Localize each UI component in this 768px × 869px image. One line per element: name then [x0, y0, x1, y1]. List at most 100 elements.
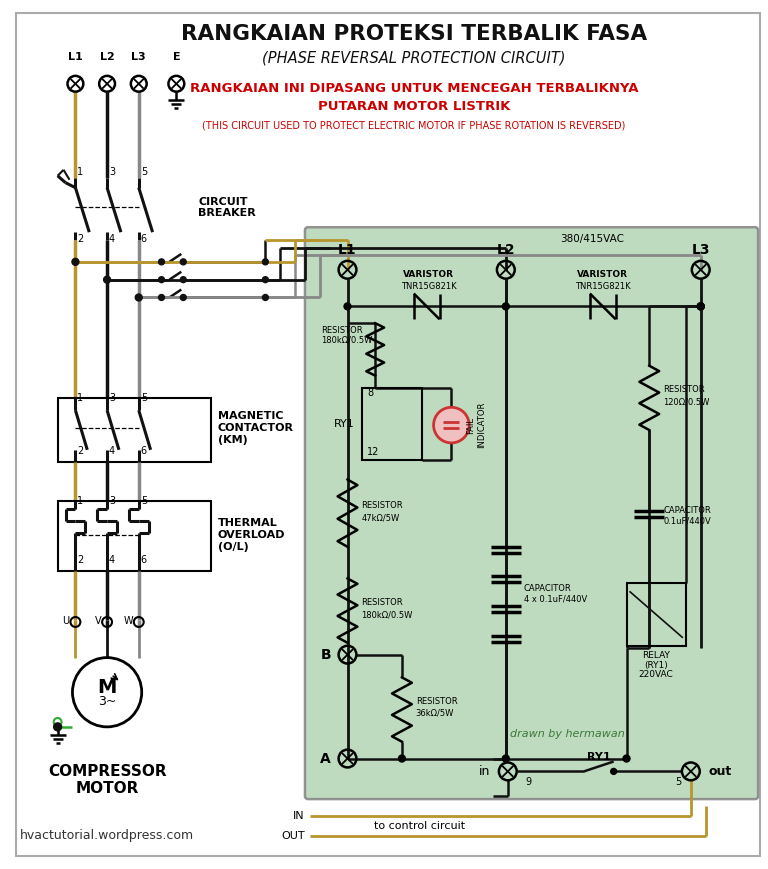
Text: A: A: [320, 752, 331, 766]
Circle shape: [263, 295, 268, 301]
Text: VARISTOR: VARISTOR: [578, 269, 628, 279]
Text: CIRCUIT
BREAKER: CIRCUIT BREAKER: [198, 196, 256, 218]
Text: in: in: [478, 765, 490, 778]
Text: 1: 1: [78, 167, 84, 176]
Circle shape: [158, 259, 164, 265]
Text: 5: 5: [141, 496, 147, 507]
Text: 6: 6: [141, 554, 147, 565]
Text: W: W: [123, 616, 133, 626]
Text: RESISTOR: RESISTOR: [663, 386, 705, 395]
Circle shape: [623, 755, 630, 762]
Text: RY1: RY1: [334, 419, 355, 429]
Text: 2: 2: [78, 554, 84, 565]
Text: 6: 6: [141, 446, 147, 456]
Circle shape: [344, 303, 351, 310]
Text: RESISTOR: RESISTOR: [415, 697, 458, 706]
Text: 380/415VAC: 380/415VAC: [560, 234, 624, 244]
Text: (RY1): (RY1): [644, 660, 668, 669]
Text: 5: 5: [675, 777, 681, 787]
Text: RESISTOR: RESISTOR: [321, 326, 362, 335]
Text: RY1: RY1: [587, 752, 611, 761]
Text: RESISTOR: RESISTOR: [362, 598, 403, 607]
Circle shape: [180, 259, 186, 265]
Text: L1: L1: [338, 243, 357, 257]
Circle shape: [263, 259, 268, 265]
Text: TNR15G821K: TNR15G821K: [401, 282, 456, 290]
Text: hvactutorial.wordpress.com: hvactutorial.wordpress.com: [20, 829, 194, 842]
Circle shape: [263, 276, 268, 282]
Text: 120Ω/0.5W: 120Ω/0.5W: [663, 397, 710, 407]
Text: (PHASE REVERSAL PROTECTION CIRCUIT): (PHASE REVERSAL PROTECTION CIRCUIT): [262, 50, 565, 65]
Text: CAPACITOR: CAPACITOR: [663, 506, 711, 515]
Text: L2: L2: [100, 52, 114, 62]
Text: out: out: [709, 765, 732, 778]
Text: MAGNETIC
CONTACTOR
(KM): MAGNETIC CONTACTOR (KM): [218, 411, 294, 445]
Text: 12: 12: [367, 447, 379, 457]
Text: 1: 1: [78, 394, 84, 403]
Text: MOTOR: MOTOR: [75, 780, 139, 796]
Text: TNR15G821K: TNR15G821K: [575, 282, 631, 290]
Text: CAPACITOR: CAPACITOR: [524, 584, 571, 594]
Circle shape: [135, 294, 142, 301]
Text: 3~: 3~: [98, 694, 116, 707]
Text: B: B: [320, 647, 331, 661]
Text: 2: 2: [78, 234, 84, 244]
Text: E: E: [173, 52, 180, 62]
Circle shape: [180, 295, 186, 301]
Text: 180kΩ/0.5W: 180kΩ/0.5W: [362, 610, 412, 619]
Text: IN: IN: [293, 811, 305, 821]
Text: RELAY: RELAY: [642, 651, 670, 660]
Text: 8: 8: [367, 388, 373, 398]
Text: 9: 9: [525, 777, 531, 787]
Text: COMPRESSOR: COMPRESSOR: [48, 764, 167, 779]
Circle shape: [502, 303, 509, 310]
Circle shape: [697, 303, 704, 310]
Text: OUT: OUT: [281, 831, 305, 840]
FancyBboxPatch shape: [305, 227, 758, 799]
Text: 4: 4: [109, 446, 115, 456]
Circle shape: [434, 408, 469, 443]
Text: drawn by hermawan: drawn by hermawan: [510, 729, 624, 739]
Bar: [58, 501, 211, 571]
Text: 5: 5: [141, 167, 147, 176]
Text: to control circuit: to control circuit: [374, 821, 465, 831]
Text: 4 x 0.1uF/440V: 4 x 0.1uF/440V: [524, 594, 587, 603]
Text: 6: 6: [141, 234, 147, 244]
Text: 1: 1: [78, 496, 84, 507]
Text: 36kΩ/5W: 36kΩ/5W: [415, 709, 454, 718]
Circle shape: [158, 295, 164, 301]
Text: VARISTOR: VARISTOR: [403, 269, 454, 279]
Circle shape: [611, 768, 617, 774]
Text: RANGKAIAN INI DIPASANG UNTUK MENCEGAH TERBALIKNYA: RANGKAIAN INI DIPASANG UNTUK MENCEGAH TE…: [190, 83, 638, 96]
Text: THERMAL
OVERLOAD
(O/L): THERMAL OVERLOAD (O/L): [218, 518, 286, 552]
Circle shape: [502, 755, 509, 762]
Bar: [627, 583, 686, 646]
Text: 3: 3: [109, 496, 115, 507]
Text: 180kΩ/0.5W: 180kΩ/0.5W: [321, 336, 372, 345]
Circle shape: [158, 276, 164, 282]
Text: M: M: [98, 678, 117, 697]
Text: 4: 4: [109, 554, 115, 565]
Text: L3: L3: [131, 52, 146, 62]
Text: 47kΩ/5W: 47kΩ/5W: [362, 513, 399, 522]
Text: 5: 5: [141, 394, 147, 403]
Text: (THIS CIRCUIT USED TO PROTECT ELECTRIC MOTOR IF PHASE ROTATION IS REVERSED): (THIS CIRCUIT USED TO PROTECT ELECTRIC M…: [202, 120, 625, 130]
Text: 4: 4: [109, 234, 115, 244]
Text: RESISTOR: RESISTOR: [362, 501, 403, 510]
Text: 0.1uF/440V: 0.1uF/440V: [663, 516, 711, 525]
Text: 2: 2: [78, 446, 84, 456]
Circle shape: [697, 303, 704, 310]
Text: L3: L3: [691, 243, 710, 257]
Text: 3: 3: [109, 167, 115, 176]
Circle shape: [54, 723, 61, 731]
Circle shape: [72, 258, 79, 265]
Bar: [58, 398, 211, 461]
Circle shape: [399, 755, 406, 762]
Bar: [362, 388, 422, 460]
Circle shape: [697, 303, 704, 310]
Text: PUTARAN MOTOR LISTRIK: PUTARAN MOTOR LISTRIK: [318, 100, 510, 113]
Circle shape: [104, 276, 111, 283]
Text: L1: L1: [68, 52, 83, 62]
Text: FAIL
INDICATOR: FAIL INDICATOR: [466, 402, 486, 448]
Text: L2: L2: [496, 243, 515, 257]
